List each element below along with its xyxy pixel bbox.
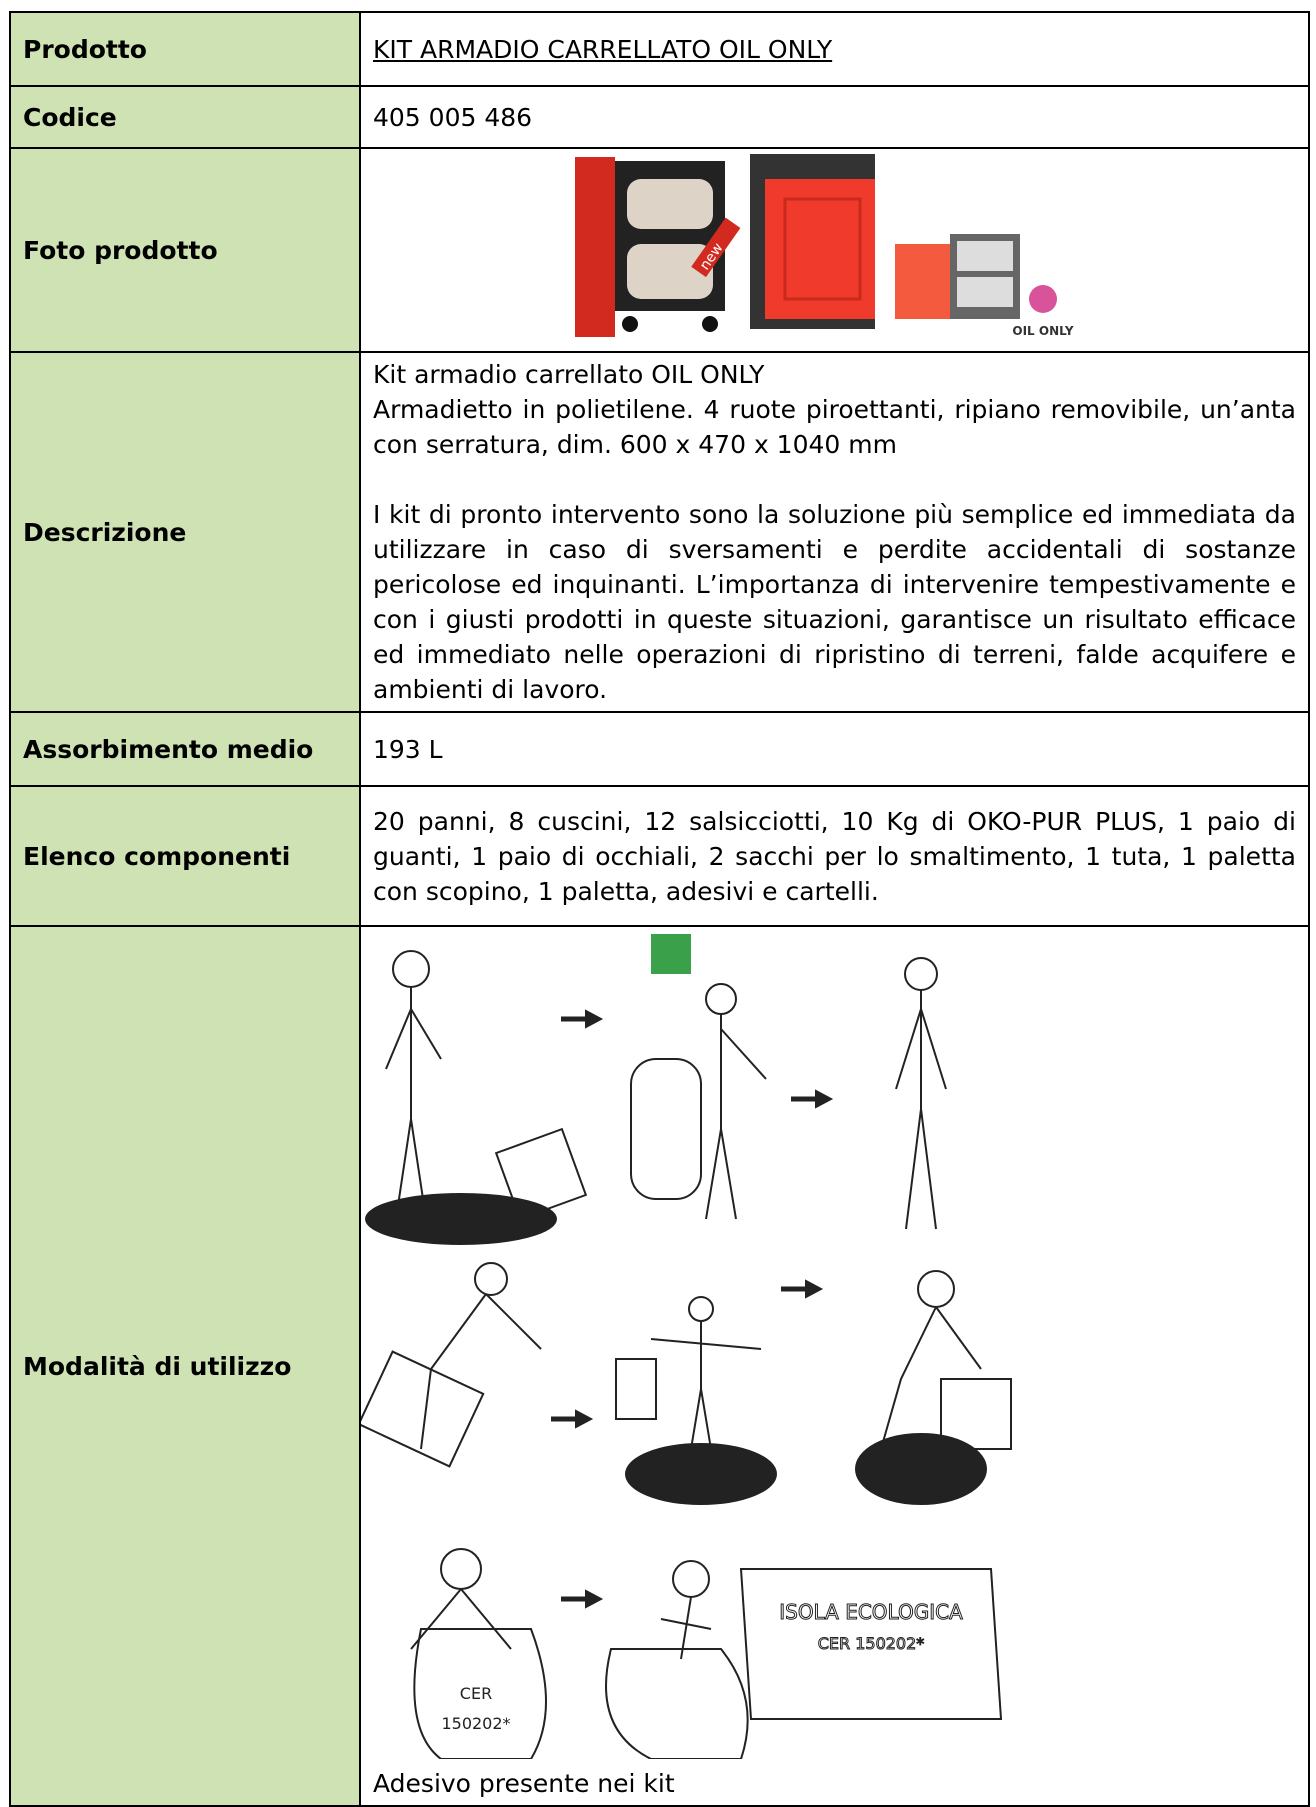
- label: Assorbimento medio: [9, 711, 361, 787]
- door: [894, 244, 950, 319]
- value: 193 L: [359, 711, 1310, 787]
- product-name: KIT ARMADIO CARRELLATO OIL ONLY: [373, 34, 833, 64]
- value: 405 005 486: [359, 85, 1310, 149]
- usage-cell: CER 150202* ISOLA ECOLOGICA CER 150202* …: [357, 925, 1310, 1807]
- logo-text: OIL ONLY: [1012, 324, 1074, 338]
- bin-title: ISOLA ECOLOGICA: [779, 1600, 963, 1624]
- bin-code: CER 150202*: [818, 1634, 925, 1653]
- row-2: [357, 1262, 1012, 1505]
- bag-code: 150202*: [441, 1714, 510, 1733]
- usage-illustration: CER 150202* ISOLA ECOLOGICA CER 150202*: [357, 934, 1012, 1760]
- product-table: Prodotto KIT ARMADIO CARRELLATO OIL ONLY …: [9, 11, 1310, 1807]
- components: 20 panni, 8 cuscini, 12 salsicciotti, 10…: [359, 785, 1310, 927]
- paragraph: Kit armadio carrellato OIL ONLY: [373, 360, 765, 389]
- row-3: CER 150202* ISOLA ECOLOGICA CER 150202*: [410, 1548, 1003, 1760]
- paragraph: I kit di pronto intervento sono la soluz…: [373, 500, 1296, 704]
- photo-cell: new OIL ONLY: [359, 147, 1310, 353]
- label: Modalità di utilizzo: [9, 925, 361, 1807]
- label: Elenco componenti: [9, 785, 361, 927]
- logo-icon: [1028, 285, 1057, 313]
- description: Kit armadio carrellato OIL ONLY Armadiet…: [359, 351, 1310, 713]
- label: Foto prodotto: [9, 147, 361, 353]
- label: Prodotto: [9, 11, 361, 87]
- door: [574, 157, 615, 337]
- bag-label: CER: [460, 1684, 492, 1703]
- product-photo: new OIL ONLY: [574, 154, 1074, 338]
- label: Codice: [9, 85, 361, 149]
- caption: Adesivo presente nei kit: [373, 1769, 675, 1798]
- label: Descrizione: [9, 351, 361, 713]
- value: KIT ARMADIO CARRELLATO OIL ONLY: [359, 11, 1310, 87]
- paragraph: Armadietto in polietilene. 4 ruote piroe…: [373, 395, 1296, 459]
- row-1: [365, 934, 947, 1245]
